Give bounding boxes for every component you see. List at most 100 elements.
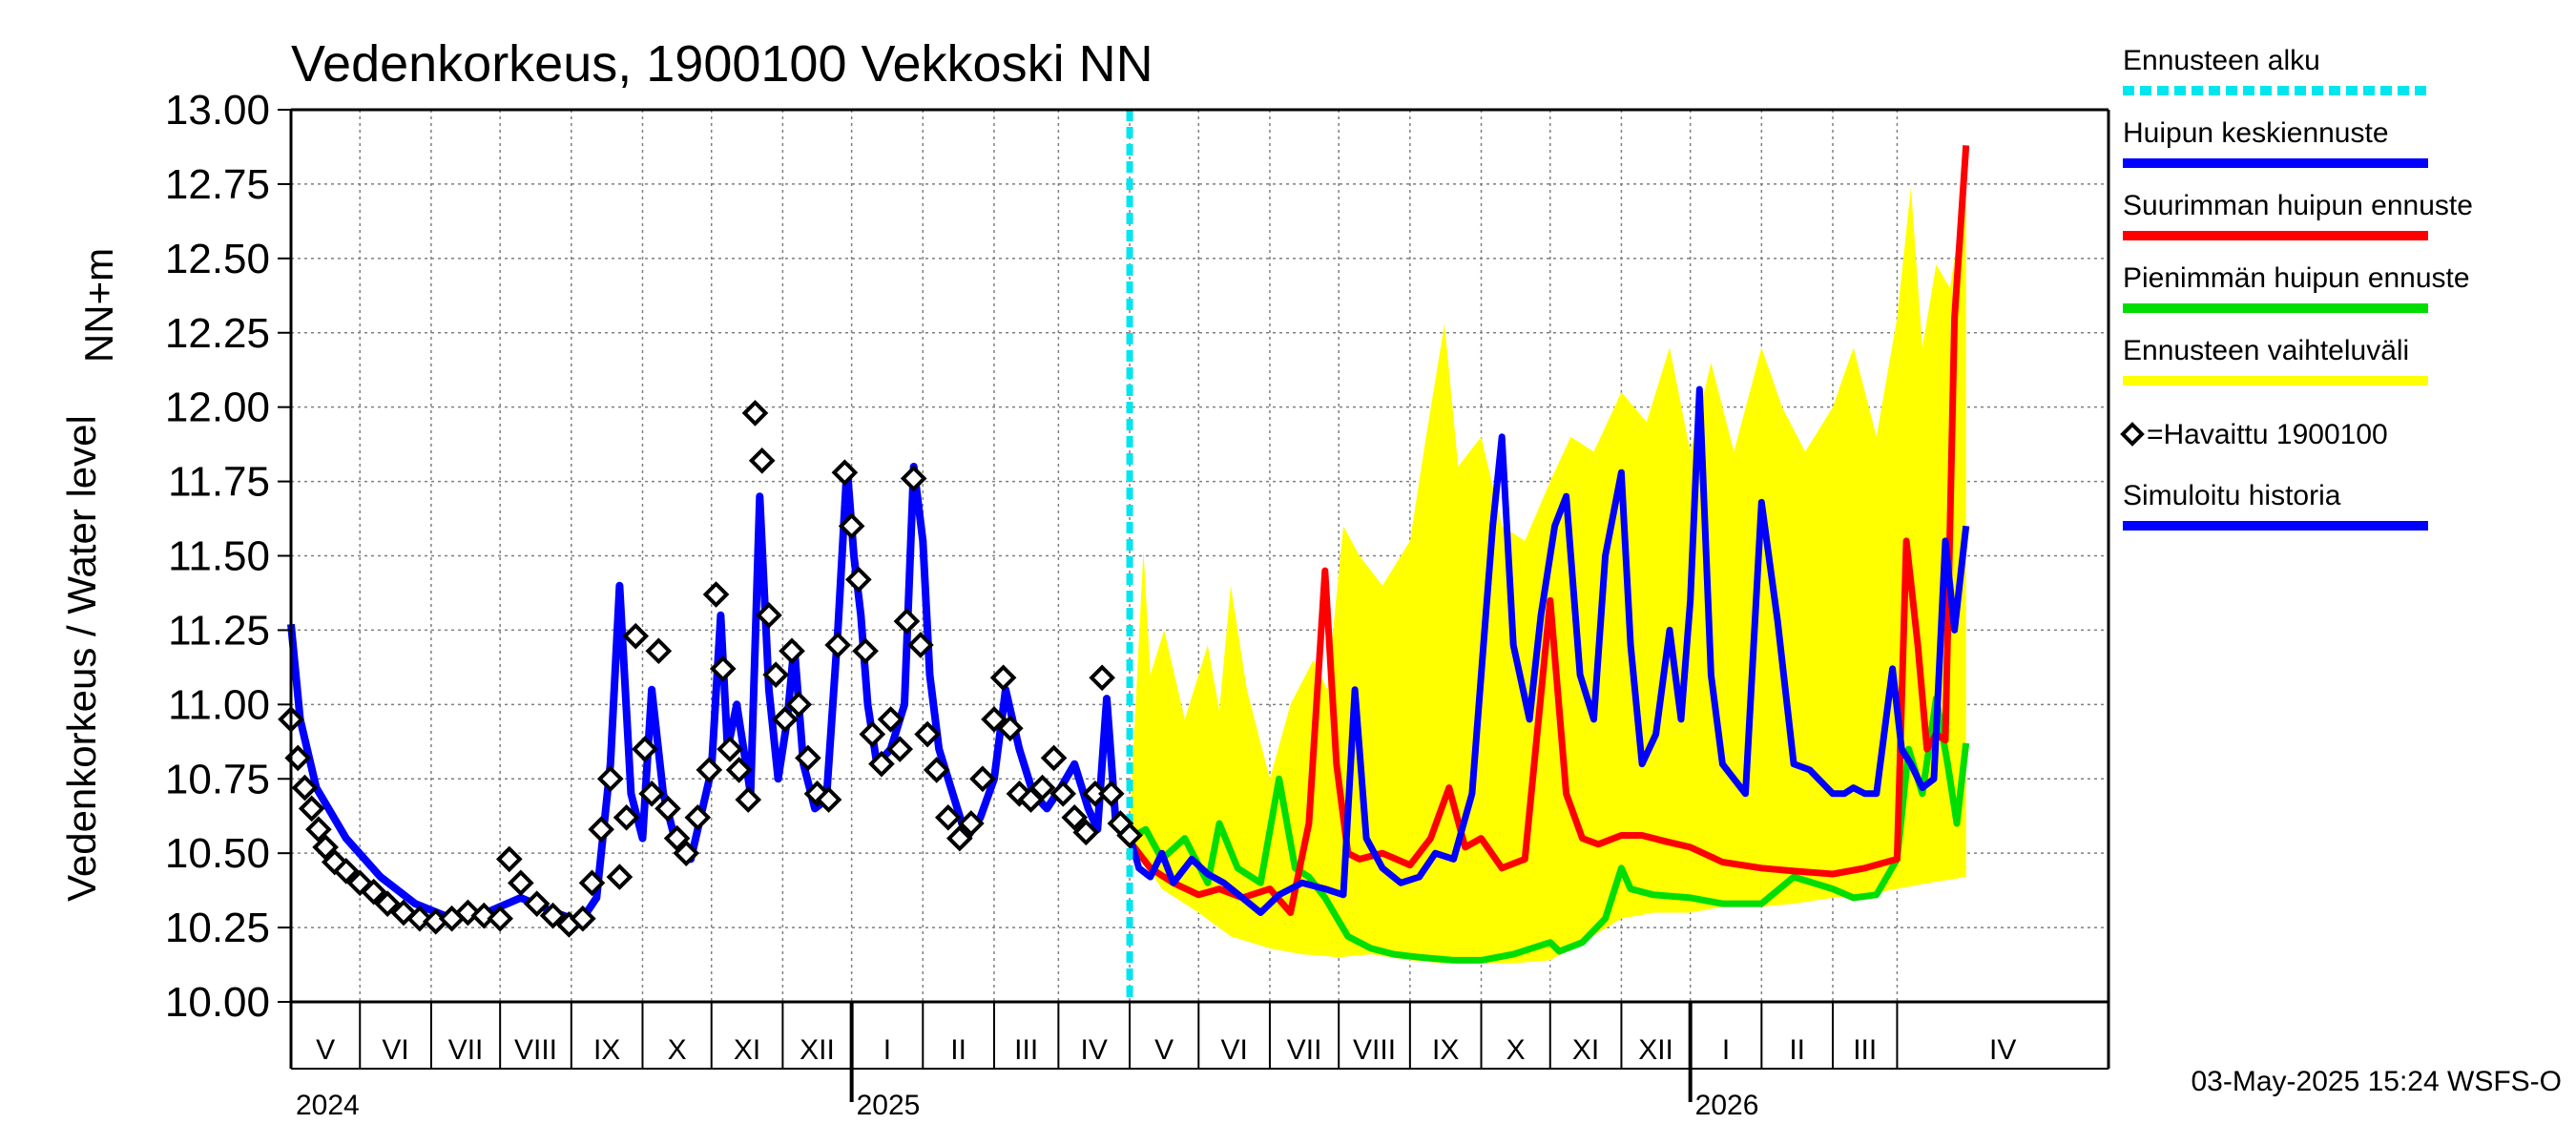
observed-point — [613, 803, 640, 831]
y-tick-label: 10.75 — [165, 756, 270, 802]
simulated-history-line — [287, 463, 1132, 926]
month-label: IV — [1989, 1034, 2016, 1066]
mean-forecast-line — [1126, 385, 1970, 916]
observed-point — [638, 781, 665, 807]
legend-label-observed: =Havaittu 1900100 — [2147, 419, 2388, 450]
observed-point — [886, 736, 914, 762]
observed-point — [606, 864, 634, 890]
y-axis-unit-label: NN+m — [76, 248, 121, 363]
observed-point — [741, 400, 769, 427]
observed-point — [981, 706, 1008, 733]
observed-point — [696, 757, 723, 783]
month-label: III — [1014, 1034, 1038, 1066]
month-label: VIII — [514, 1034, 557, 1066]
legend: Ennusteen alku Huipun keskiennuste Suurimm… — [2120, 45, 2473, 531]
year-label: 2026 — [1695, 1090, 1759, 1121]
legend-label-min_forecast: Pienimmän huipun ennuste — [2123, 262, 2470, 294]
observed-point — [771, 706, 799, 733]
observed-point — [945, 824, 973, 852]
observed-markers — [278, 400, 1143, 938]
observed-point — [487, 905, 513, 932]
observed-point — [785, 691, 813, 718]
y-tick-label: 11.00 — [168, 681, 270, 728]
year-label: 2025 — [857, 1090, 921, 1121]
y-tick-label: 12.25 — [165, 310, 270, 357]
month-label: XI — [734, 1034, 760, 1066]
month-label: VIII — [1353, 1034, 1396, 1066]
observed-point — [838, 512, 865, 540]
axes: 10.00 10.25 10.50 10.75 11.00 11.25 11.50 11.75… — [165, 87, 2110, 1121]
observed-point — [725, 757, 753, 783]
month-label: V — [316, 1034, 335, 1066]
observed-point — [298, 795, 325, 822]
observed-point — [578, 869, 606, 897]
y-tick-label: 13.00 — [165, 87, 270, 134]
observed-point — [291, 774, 319, 802]
observed-point — [1049, 781, 1077, 807]
observed-point — [1097, 781, 1125, 807]
year-label: 2024 — [296, 1090, 360, 1121]
observed-point — [374, 890, 401, 917]
observed-point — [702, 581, 730, 608]
legend-label-simulated: Simuloitu historia — [2123, 480, 2341, 511]
legend-label-mean_forecast: Huipun keskiennuste — [2123, 117, 2389, 149]
observed-point — [332, 858, 360, 885]
observed-point — [663, 824, 691, 852]
observed-point — [795, 744, 821, 772]
month-label: II — [950, 1034, 966, 1066]
month-label: X — [1506, 1034, 1526, 1066]
observed-point — [684, 803, 712, 831]
month-label: VII — [1287, 1034, 1322, 1066]
observed-point — [1040, 744, 1068, 772]
max-forecast-line — [1127, 145, 1970, 916]
observed-point — [815, 786, 842, 813]
legend-marker-observed — [2120, 422, 2145, 447]
observed-point — [1028, 774, 1056, 802]
y-tick-label: 12.50 — [165, 236, 270, 282]
observed-point — [958, 810, 985, 837]
observed-point — [570, 905, 596, 932]
observed-point — [900, 465, 927, 492]
month-label: XI — [1572, 1034, 1599, 1066]
observed-point — [709, 656, 737, 682]
month-label: IV — [1081, 1034, 1108, 1066]
min-forecast-line — [1128, 695, 1970, 964]
y-tick-label: 10.50 — [165, 830, 270, 877]
observed-point — [539, 902, 567, 929]
y-tick-label: 10.00 — [165, 979, 270, 1026]
month-label: I — [883, 1034, 891, 1066]
observed-point — [923, 757, 950, 783]
month-label: I — [1722, 1034, 1730, 1066]
y-tick-label: 11.50 — [168, 533, 270, 580]
month-label: VI — [382, 1034, 408, 1066]
observed-point — [654, 795, 681, 822]
observed-point — [877, 706, 904, 733]
observed-point — [868, 750, 895, 778]
observed-point — [779, 637, 805, 665]
observed-point — [632, 736, 658, 762]
observed-point — [748, 447, 776, 474]
observed-point — [495, 845, 523, 873]
observed-point — [673, 840, 700, 866]
observed-point — [831, 459, 859, 487]
observed-point — [523, 890, 551, 917]
observed-point — [508, 869, 534, 897]
observed-point — [893, 608, 921, 635]
observed-point — [762, 661, 789, 688]
month-label: XII — [1638, 1034, 1673, 1066]
observed-point — [969, 765, 996, 793]
month-label: II — [1789, 1034, 1805, 1066]
observed-point — [735, 786, 762, 813]
y-tick-label: 10.25 — [165, 905, 270, 951]
legend-label-forecast_start: Ennusteen alku — [2123, 45, 2320, 76]
observed-point — [934, 803, 962, 831]
observed-point — [622, 622, 650, 650]
observed-point — [1116, 822, 1143, 849]
observed-point — [470, 902, 498, 929]
month-label: X — [668, 1034, 687, 1066]
observed-point — [305, 816, 332, 843]
chart-title: Vedenkorkeus, 1900100 Vekkoski NN — [291, 35, 1153, 93]
timestamp-footer: 03-May-2025 15:24 WSFS-O — [2192, 1066, 2563, 1097]
observed-point — [845, 566, 872, 593]
